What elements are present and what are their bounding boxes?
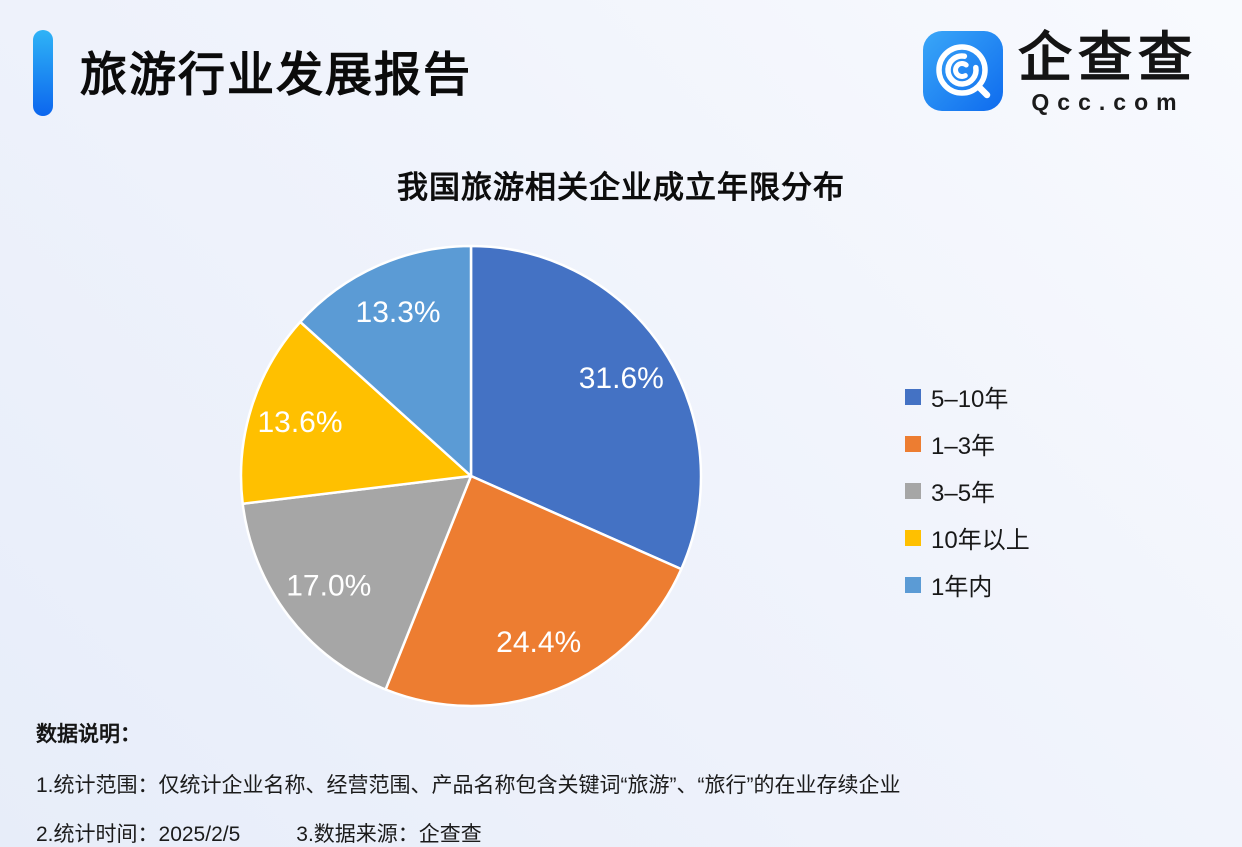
legend-item-1: 1–3年 [905,430,1030,460]
pie-slice-label-0: 31.6% [579,362,664,395]
pie-slice-label-2: 17.0% [286,569,371,602]
note-scope: 1.统计范围：仅统计企业名称、经营范围、产品名称包含关键词“旅游”、“旅行”的在… [36,774,901,797]
pie-slice-label-4: 13.3% [356,296,441,329]
legend-label-4: 1年内 [931,574,993,601]
legend-swatch-3 [905,529,921,546]
legend-item-0: 5–10年 [905,383,1030,413]
qcc-magnifier-icon [923,31,1003,111]
note-date: 2.统计时间：2025/2/5 [36,823,241,846]
legend-swatch-4 [905,576,921,593]
pie-slice-label-3: 13.6% [257,406,342,439]
chart-legend: 5–10年 1–3年 3–5年 10年以上 1年内 [905,383,1030,618]
legend-label-3: 10年以上 [931,527,1030,554]
pie-slice-label-1: 24.4% [496,626,581,659]
pie-slice-4 [299,244,473,478]
legend-swatch-1 [905,435,921,452]
pie-slice-1 [384,474,683,708]
legend-item-3: 10年以上 [905,524,1030,554]
legend-label-2: 3–5年 [931,480,996,507]
legend-label-0: 5–10年 [931,386,1009,413]
qcc-logo-text: 企查查 Qcc.com [1018,31,1198,116]
pie-slice-0 [469,244,703,571]
header-accent-bar [33,30,53,116]
report-title: 旅游行业发展报告 [80,48,472,101]
qcc-logo-name: 企查查 [1018,28,1198,88]
pie-chart: 31.6% 24.4% 17.0% 13.6% 13.3% [239,244,703,708]
legend-swatch-2 [905,482,921,499]
notes-heading: 数据说明： [36,723,141,746]
note-time-source-row: 2.统计时间：2025/2/5 3.数据来源：企查查 [36,818,1216,847]
qcc-logo: 企查查 Qcc.com [923,31,1198,116]
legend-swatch-0 [905,388,921,405]
qcc-logo-domain: Qcc.com [1031,89,1185,115]
legend-label-1: 1–3年 [931,433,996,460]
chart-title: 我国旅游相关企业成立年限分布 [397,170,845,205]
legend-item-2: 3–5年 [905,477,1030,507]
pie-slice-2 [241,474,473,691]
legend-item-4: 1年内 [905,571,1030,601]
pie-slice-3 [239,320,473,506]
notes: 数据说明： 1.统计范围：仅统计企业名称、经营范围、产品名称包含关键词“旅游”、… [36,718,1216,847]
note-source: 3.数据来源：企查查 [296,823,482,846]
